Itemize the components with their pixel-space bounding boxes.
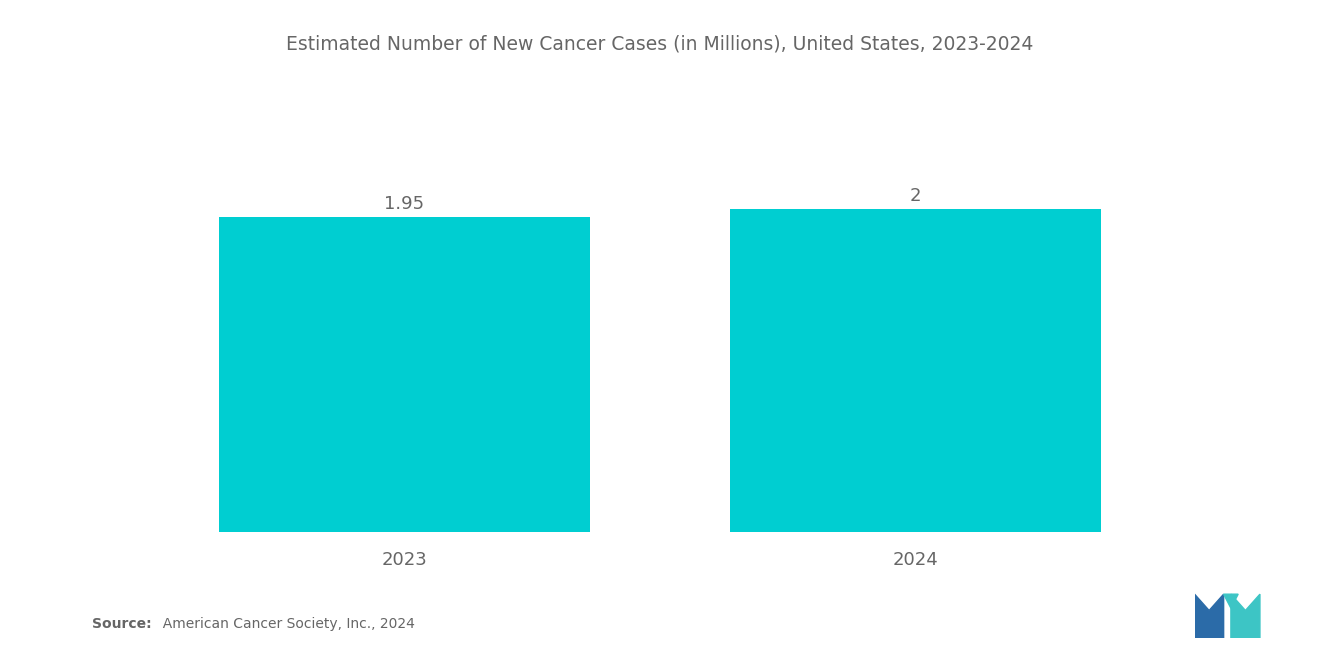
Text: American Cancer Society, Inc., 2024: American Cancer Society, Inc., 2024: [154, 617, 416, 632]
Text: Source:: Source:: [92, 617, 152, 632]
Bar: [219, 217, 590, 532]
Text: 2: 2: [909, 187, 921, 205]
Title: Estimated Number of New Cancer Cases (in Millions), United States, 2023-2024: Estimated Number of New Cancer Cases (in…: [286, 34, 1034, 53]
Polygon shape: [1195, 595, 1224, 638]
Polygon shape: [1232, 595, 1259, 638]
Bar: [730, 209, 1101, 532]
Polygon shape: [1224, 595, 1238, 608]
Text: 1.95: 1.95: [384, 195, 425, 213]
